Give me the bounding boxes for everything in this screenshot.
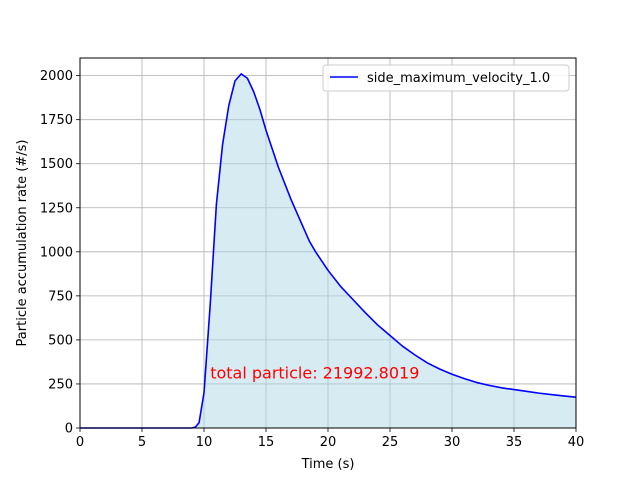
- total-particle-annotation: total particle: 21992.8019: [210, 363, 419, 382]
- y-tick-label: 1000: [40, 245, 73, 260]
- y-tick-label: 250: [48, 377, 73, 392]
- y-tick-label: 1250: [40, 201, 73, 216]
- legend-label: side_maximum_velocity_1.0: [367, 71, 550, 86]
- x-axis-label: Time (s): [301, 457, 355, 472]
- x-tick-label: 25: [382, 435, 399, 450]
- x-tick-label: 5: [138, 435, 146, 450]
- x-tick-label: 30: [444, 435, 461, 450]
- series-line: [80, 73, 577, 429]
- y-tick-label: 0: [65, 422, 73, 437]
- y-ticks: 0 250 500 750 1000 1250 1500 1750 2000: [40, 69, 80, 437]
- x-tick-label: 35: [506, 435, 523, 450]
- area-fill: [80, 73, 576, 429]
- legend-box: [322, 64, 570, 92]
- y-axis-label: Particle accumulation rate (#/s): [15, 140, 30, 347]
- y-tick-label: 1500: [40, 157, 73, 172]
- x-tick-label: 10: [196, 435, 213, 450]
- x-tick-label: 0: [76, 435, 84, 450]
- y-tick-label: 750: [48, 289, 73, 304]
- y-tick-label: 1750: [40, 113, 73, 128]
- y-tick-label: 500: [48, 333, 73, 348]
- x-tick-label: 40: [568, 435, 585, 450]
- legend: side_maximum_velocity_1.0: [322, 64, 570, 92]
- x-tick-label: 15: [258, 435, 275, 450]
- y-tick-label: 2000: [40, 69, 73, 84]
- plot-area: 0 5 10 15 20 25 30 35 40 0 250 500 750 1000 1250 1500 1…: [40, 57, 584, 450]
- x-ticks: 0 5 10 15 20 25 30 35 40: [76, 428, 584, 450]
- x-tick-label: 20: [320, 435, 337, 450]
